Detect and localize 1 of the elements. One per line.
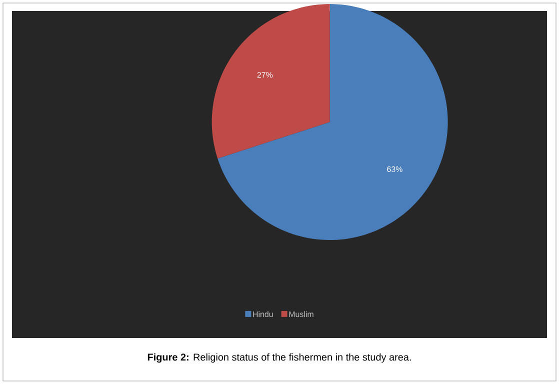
text: Figure 2: Religion status of the fishermen in the study area. — [148, 353, 411, 363]
